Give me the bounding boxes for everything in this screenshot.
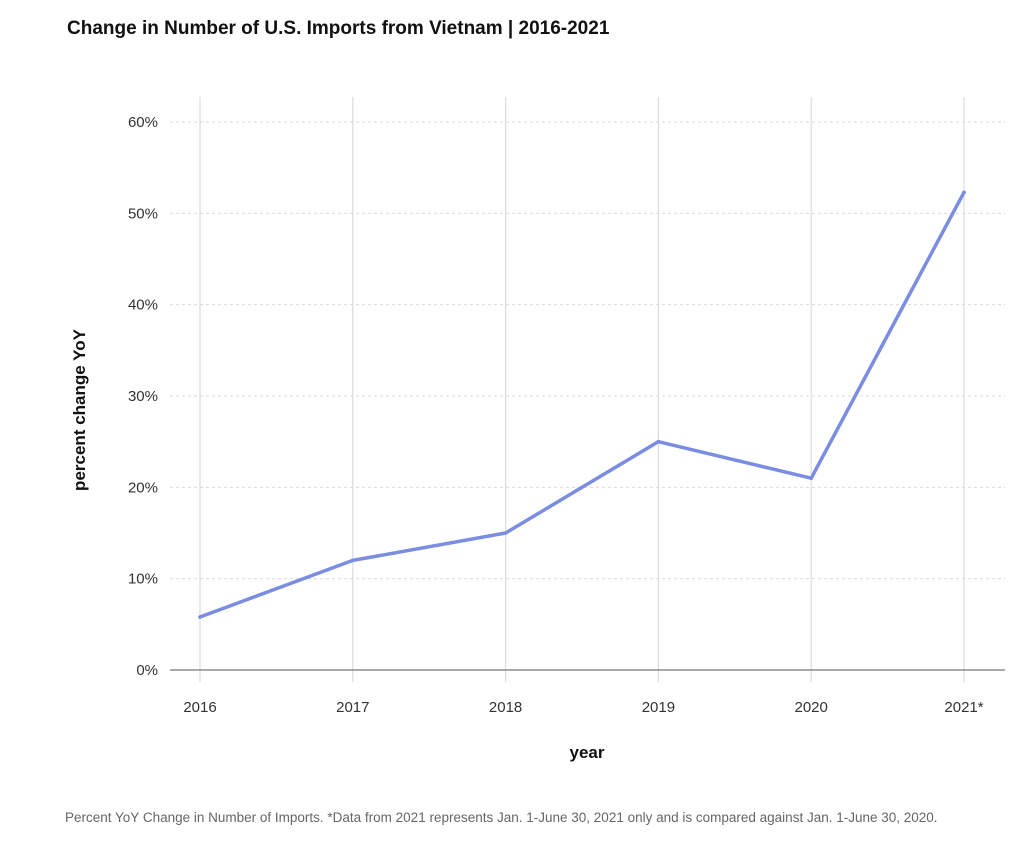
x-tick-label: 2017: [336, 699, 369, 716]
x-tick-label: 2018: [489, 699, 522, 716]
data-point: [198, 615, 202, 619]
data-point: [351, 558, 355, 563]
chart-footnote: Percent YoY Change in Number of Imports.…: [65, 810, 938, 825]
y-tick-labels: 0% 10% 20% 30% 40% 50% 60%: [128, 114, 158, 679]
x-tick-labels: 2016 2017 2018 2019 2020 2021*: [183, 699, 983, 716]
y-tick-label: 50%: [128, 205, 158, 222]
data-point: [809, 476, 813, 481]
data-point: [656, 439, 661, 444]
y-tick-label: 20%: [128, 479, 158, 496]
y-gridlines: [170, 121, 1005, 580]
y-tick-label: 60%: [128, 114, 158, 131]
x-gridlines: [199, 97, 965, 682]
x-axis-title: year: [570, 743, 605, 762]
data-point: [503, 531, 508, 535]
x-tick-label: 2021*: [944, 699, 983, 716]
data-point: [962, 190, 966, 195]
x-tick-label: 2016: [183, 699, 216, 716]
line-chart: 0% 10% 20% 30% 40% 50% 60% 2016 2017 2018 2019 202…: [70, 97, 1005, 762]
x-tick-label: 2019: [642, 699, 675, 716]
y-tick-label: 0%: [136, 662, 158, 679]
y-tick-label: 40%: [128, 297, 158, 314]
y-tick-label: 30%: [128, 388, 158, 405]
y-tick-label: 10%: [128, 571, 158, 588]
y-axis-title: percent change YoY: [70, 328, 89, 491]
series-line: [198, 190, 966, 619]
chart-title: Change in Number of U.S. Imports from Vi…: [67, 18, 610, 39]
x-tick-label: 2020: [795, 699, 828, 716]
series-layer: [198, 190, 966, 619]
